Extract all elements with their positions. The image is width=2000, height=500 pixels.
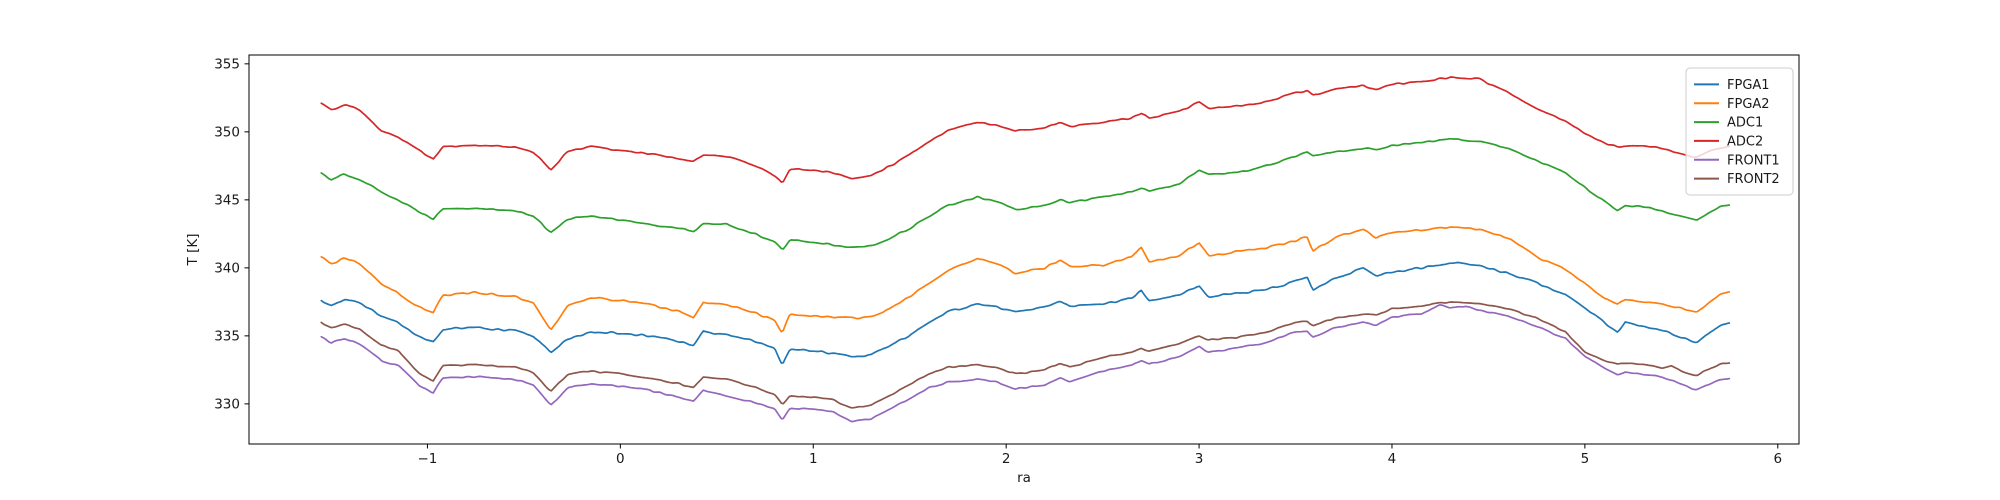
- legend-label-front1: FRONT1: [1727, 153, 1780, 168]
- y-tick-label: 345: [214, 192, 240, 208]
- plot-area-frame: [248, 54, 1800, 445]
- x-tick-label: 2: [1002, 451, 1011, 467]
- y-axis-label: T [K]: [185, 234, 201, 267]
- x-tick-label: 3: [1195, 451, 1204, 467]
- y-tick-label: 350: [214, 124, 240, 140]
- series-line-front2: [320, 301, 1731, 409]
- legend-label-fpga2: FPGA2: [1727, 97, 1770, 112]
- x-tick-label: −1: [417, 451, 437, 467]
- x-tick-label: 0: [616, 451, 625, 467]
- y-tick-label: 330: [214, 396, 240, 412]
- y-tick-label: 355: [214, 56, 240, 72]
- legend-label-fpga1: FPGA1: [1727, 78, 1770, 93]
- series-line-adc1: [320, 137, 1731, 250]
- series-line-fpga1: [320, 261, 1731, 364]
- x-axis-label: ra: [1017, 470, 1031, 486]
- y-tick-label: 335: [214, 328, 240, 344]
- legend-label-adc1: ADC1: [1727, 116, 1763, 131]
- series-line-adc2: [320, 76, 1731, 183]
- legend-box: [1685, 67, 1794, 196]
- series-line-front1: [320, 304, 1731, 423]
- x-tick-label: 1: [809, 451, 818, 467]
- series-line-fpga2: [320, 226, 1731, 333]
- x-tick-label: 6: [1773, 451, 1782, 467]
- legend-label-adc2: ADC2: [1727, 134, 1763, 149]
- x-tick-label: 4: [1388, 451, 1397, 467]
- legend-label-front2: FRONT2: [1727, 172, 1780, 187]
- y-tick-label: 340: [214, 260, 240, 276]
- x-tick-label: 5: [1581, 451, 1590, 467]
